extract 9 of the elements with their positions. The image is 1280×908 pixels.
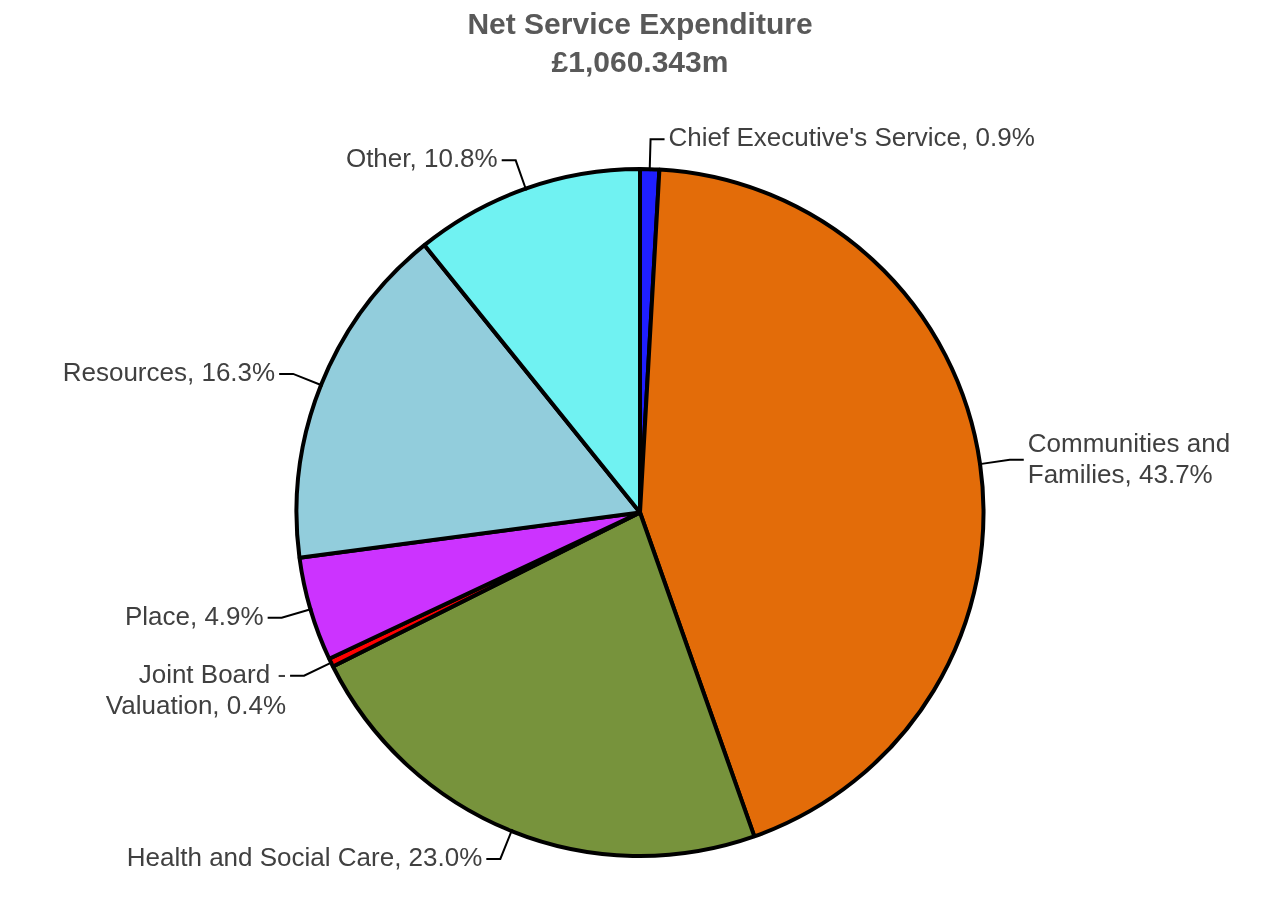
slice-label: Health and Social Care, 23.0% xyxy=(126,842,483,873)
slice-label: Communities and Families, 43.7% xyxy=(1027,427,1231,489)
chart-subtitle: £1,060.343m xyxy=(551,45,729,79)
slice-label: Joint Board - Valuation, 0.4% xyxy=(105,658,287,720)
slice-label: Chief Executive's Service, 0.9% xyxy=(668,122,1035,153)
slice-label: Resources, 16.3% xyxy=(62,357,276,388)
slice-label: Other, 10.8% xyxy=(345,143,498,174)
chart-title: Net Service Expenditure xyxy=(467,7,813,41)
slice-label: Place, 4.9% xyxy=(124,601,264,631)
